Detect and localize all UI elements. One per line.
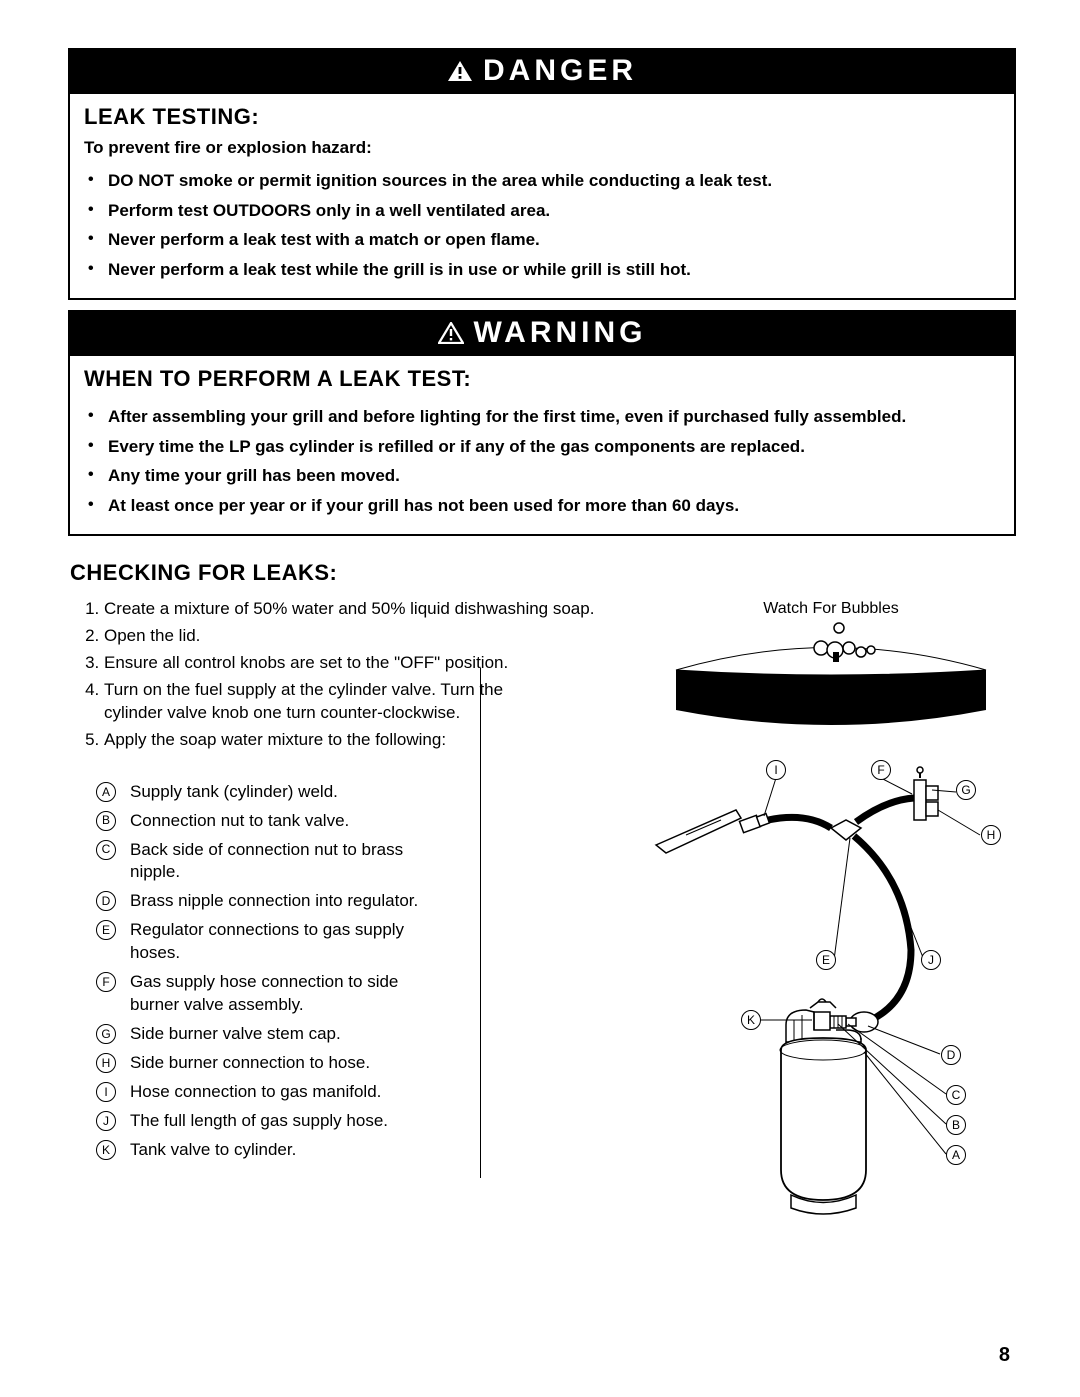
warning-bullets: After assembling your grill and before l… <box>70 396 1014 534</box>
bullet: Never perform a leak test with a match o… <box>108 225 1000 255</box>
list-item: D Brass nipple connection into regulator. <box>96 887 448 916</box>
list-item: I Hose connection to gas manifold. <box>96 1078 448 1107</box>
letter-badge: F <box>96 972 116 992</box>
letter-text: Regulator connections to gas supply hose… <box>130 919 448 965</box>
list-item: H Side burner connection to hose. <box>96 1049 448 1078</box>
danger-box: DANGER LEAK TESTING: To prevent fire or … <box>68 48 1016 300</box>
bubble-diagram <box>671 620 991 730</box>
letter-badge: B <box>96 811 116 831</box>
letter-badge: E <box>96 920 116 940</box>
list-item: K Tank valve to cylinder. <box>96 1136 448 1165</box>
danger-banner-text: DANGER <box>483 54 637 88</box>
callout-K: K <box>741 1010 761 1030</box>
letter-text: Supply tank (cylinder) weld. <box>130 781 338 804</box>
letter-badge: K <box>96 1140 116 1160</box>
list-item: G Side burner valve stem cap. <box>96 1020 448 1049</box>
warning-box: WARNING WHEN TO PERFORM A LEAK TEST: Aft… <box>68 310 1016 536</box>
letter-badge: J <box>96 1111 116 1131</box>
callout-G: G <box>956 780 976 800</box>
callout-E: E <box>816 950 836 970</box>
callout-I: I <box>766 760 786 780</box>
danger-banner: DANGER <box>70 50 1014 94</box>
when-to-test-title: WHEN TO PERFORM A LEAK TEST: <box>70 356 1014 396</box>
letter-text: Back side of connection nut to brass nip… <box>130 839 448 885</box>
letter-text: Hose connection to gas manifold. <box>130 1081 381 1104</box>
letter-text: Brass nipple connection into regulator. <box>130 890 418 913</box>
step: Ensure all control knobs are set to the … <box>104 650 622 677</box>
step: Apply the soap water mixture to the foll… <box>104 727 622 754</box>
leak-testing-subhead: To prevent fire or explosion hazard: <box>70 134 1014 166</box>
bullet: At least once per year or if your grill … <box>108 491 1000 521</box>
list-item: B Connection nut to tank valve. <box>96 807 448 836</box>
letter-badge: A <box>96 782 116 802</box>
letter-badge: H <box>96 1053 116 1073</box>
letter-badge: C <box>96 840 116 860</box>
callout-D: D <box>941 1045 961 1065</box>
bullet: Perform test OUTDOORS only in a well ven… <box>108 196 1000 226</box>
checking-title: CHECKING FOR LEAKS: <box>68 546 1016 592</box>
letter-badge: G <box>96 1024 116 1044</box>
page-number: 8 <box>999 1344 1010 1367</box>
list-item: C Back side of connection nut to brass ni… <box>96 836 448 888</box>
letter-badge: I <box>96 1082 116 1102</box>
letter-text: Connection nut to tank valve. <box>130 810 349 833</box>
list-item: E Regulator connections to gas supply hos… <box>96 916 448 968</box>
callout-F: F <box>871 760 891 780</box>
callout-J: J <box>921 950 941 970</box>
warning-banner-text: WARNING <box>474 316 647 350</box>
warning-triangle-icon <box>438 322 464 344</box>
list-item: F Gas supply hose connection to side burn… <box>96 968 448 1020</box>
checking-steps: Create a mixture of 50% water and 50% li… <box>68 592 622 754</box>
leak-testing-title: LEAK TESTING: <box>70 94 1014 134</box>
list-item: A Supply tank (cylinder) weld. <box>96 778 448 807</box>
letter-text: The full length of gas supply hose. <box>130 1110 388 1133</box>
lettered-list: A Supply tank (cylinder) weld. B Connectio… <box>68 754 448 1165</box>
letter-badge: D <box>96 891 116 911</box>
bullet: Never perform a leak test while the gril… <box>108 255 1000 285</box>
bullet: DO NOT smoke or permit ignition sources … <box>108 166 1000 196</box>
warning-triangle-icon <box>447 60 473 82</box>
step: Open the lid. <box>104 623 622 650</box>
bullet: Every time the LP gas cylinder is refill… <box>108 432 1000 462</box>
hose-diagram: I F G H E J K D C B A <box>646 750 1016 1270</box>
bubble-caption: Watch For Bubbles <box>646 592 1016 620</box>
step: Turn on the fuel supply at the cylinder … <box>104 677 564 727</box>
letter-text: Tank valve to cylinder. <box>130 1139 296 1162</box>
bullet: Any time your grill has been moved. <box>108 461 1000 491</box>
letter-text: Side burner connection to hose. <box>130 1052 370 1075</box>
letter-text: Side burner valve stem cap. <box>130 1023 341 1046</box>
danger-bullets: DO NOT smoke or permit ignition sources … <box>70 166 1014 298</box>
callout-A: A <box>946 1145 966 1165</box>
bullet: After assembling your grill and before l… <box>108 402 1000 432</box>
callout-H: H <box>981 825 1001 845</box>
callout-B: B <box>946 1115 966 1135</box>
list-item: J The full length of gas supply hose. <box>96 1107 448 1136</box>
column-divider <box>480 668 481 1178</box>
callout-C: C <box>946 1085 966 1105</box>
warning-banner: WARNING <box>70 312 1014 356</box>
letter-text: Gas supply hose connection to side burne… <box>130 971 448 1017</box>
step: Create a mixture of 50% water and 50% li… <box>104 596 622 623</box>
